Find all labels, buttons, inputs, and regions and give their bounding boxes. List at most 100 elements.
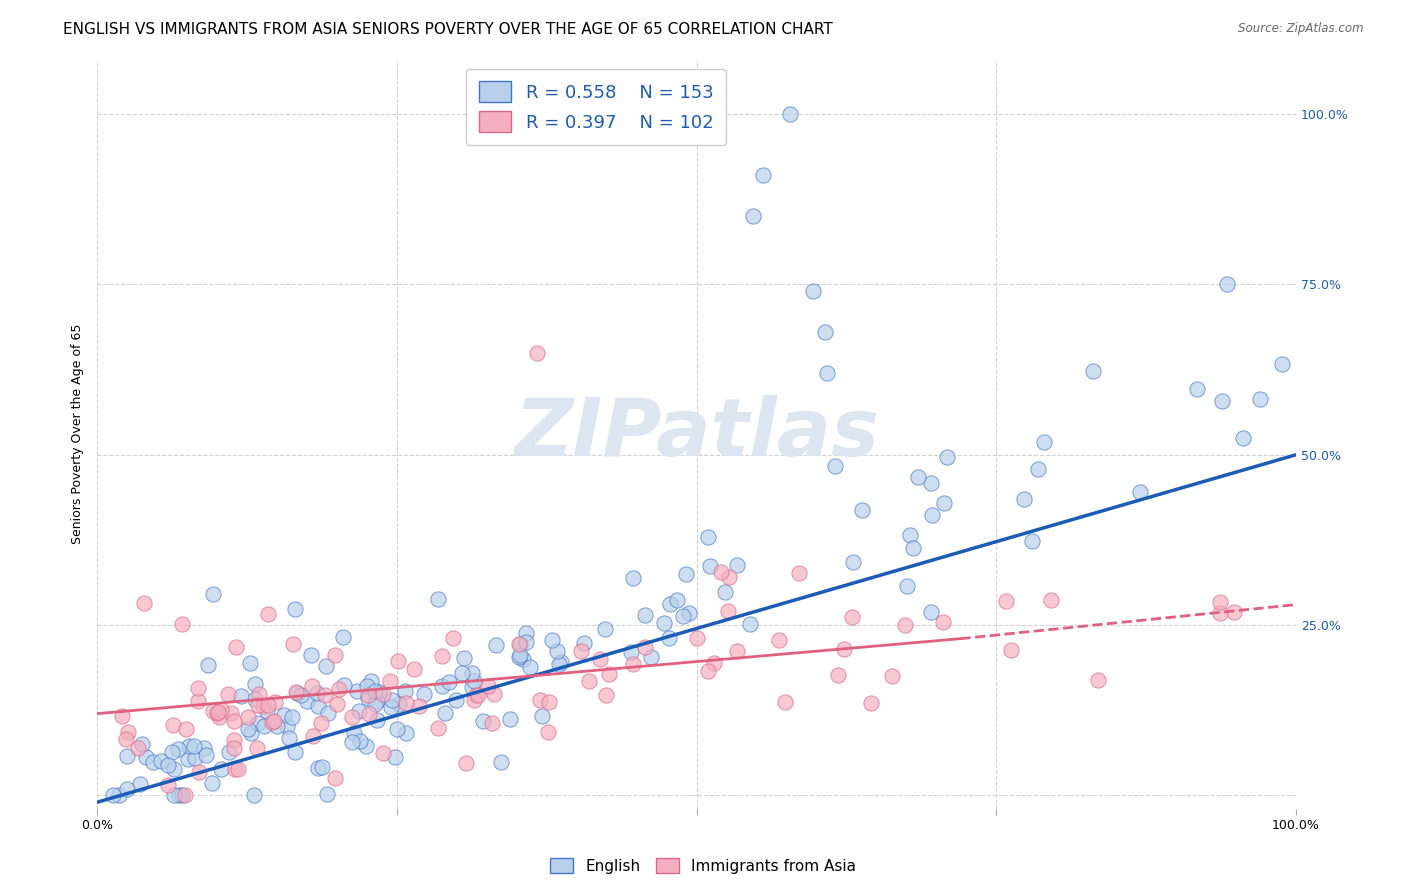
Point: [117, 725, 139, 739]
Point: [471, 714, 494, 729]
Point: [129, 776, 152, 790]
Point: [364, 684, 387, 698]
Legend: English, Immigrants from Asia: English, Immigrants from Asia: [544, 852, 862, 880]
Point: [827, 668, 849, 682]
Point: [226, 762, 249, 776]
Point: [595, 688, 617, 702]
Point: [842, 556, 865, 570]
Point: [243, 692, 266, 706]
Point: [163, 789, 186, 803]
Point: [276, 719, 298, 733]
Point: [529, 693, 551, 707]
Point: [371, 746, 394, 760]
Point: [188, 764, 211, 779]
Point: [900, 527, 922, 541]
Point: [297, 693, 319, 707]
Point: [170, 789, 193, 803]
Point: [209, 703, 232, 717]
Point: [921, 508, 943, 522]
Point: [498, 712, 520, 726]
Point: [218, 745, 240, 759]
Point: [894, 617, 917, 632]
Point: [281, 637, 304, 651]
Point: [217, 687, 239, 701]
Point: [380, 700, 402, 714]
Point: [252, 699, 274, 714]
Point: [205, 706, 228, 720]
Point: [299, 648, 322, 663]
Point: [994, 594, 1017, 608]
Point: [634, 608, 657, 623]
Point: [243, 789, 266, 803]
Point: [463, 693, 485, 707]
Point: [1216, 277, 1239, 292]
Point: [364, 697, 387, 711]
Point: [368, 684, 391, 698]
Point: [512, 652, 534, 666]
Point: [283, 602, 305, 616]
Point: [388, 697, 411, 711]
Point: [540, 632, 562, 647]
Point: [117, 748, 139, 763]
Text: ENGLISH VS IMMIGRANTS FROM ASIA SENIORS POVERTY OVER THE AGE OF 65 CORRELATION C: ENGLISH VS IMMIGRANTS FROM ASIA SENIORS …: [63, 22, 832, 37]
Point: [444, 692, 467, 706]
Point: [240, 726, 263, 740]
Point: [264, 695, 287, 709]
Point: [634, 640, 657, 654]
Point: [531, 709, 554, 723]
Point: [157, 778, 180, 792]
Point: [243, 677, 266, 691]
Point: [427, 721, 450, 735]
Point: [652, 615, 675, 630]
Point: [1185, 382, 1208, 396]
Text: ZIPatlas: ZIPatlas: [515, 395, 879, 474]
Point: [247, 687, 270, 701]
Point: [246, 740, 269, 755]
Point: [1208, 595, 1230, 609]
Point: [281, 710, 304, 724]
Point: [1021, 534, 1043, 549]
Point: [114, 732, 136, 747]
Point: [301, 679, 323, 693]
Point: [225, 640, 247, 654]
Point: [550, 655, 572, 669]
Point: [841, 609, 863, 624]
Point: [920, 605, 942, 619]
Point: [453, 651, 475, 665]
Point: [340, 710, 363, 724]
Point: [325, 697, 347, 711]
Text: Source: ZipAtlas.com: Source: ZipAtlas.com: [1239, 22, 1364, 36]
Point: [675, 567, 697, 582]
Point: [1271, 357, 1294, 371]
Point: [307, 698, 329, 713]
Point: [349, 704, 371, 718]
Point: [316, 706, 339, 721]
Point: [305, 686, 328, 700]
Point: [273, 707, 295, 722]
Point: [173, 789, 195, 803]
Point: [1209, 606, 1232, 620]
Point: [290, 689, 312, 703]
Point: [489, 755, 512, 769]
Point: [117, 781, 139, 796]
Point: [589, 652, 612, 666]
Point: [224, 763, 246, 777]
Point: [201, 776, 224, 790]
Point: [311, 760, 333, 774]
Point: [1081, 363, 1104, 377]
Legend: R = 0.558    N = 153, R = 0.397    N = 102: R = 0.558 N = 153, R = 0.397 N = 102: [465, 69, 725, 145]
Point: [678, 606, 700, 620]
Point: [896, 579, 918, 593]
Point: [620, 645, 643, 659]
Point: [696, 530, 718, 544]
Point: [156, 758, 179, 772]
Point: [260, 714, 283, 729]
Point: [880, 668, 903, 682]
Point: [387, 722, 409, 736]
Point: [1087, 673, 1109, 687]
Point: [127, 740, 149, 755]
Point: [787, 566, 810, 580]
Point: [461, 680, 484, 694]
Point: [247, 698, 270, 713]
Point: [935, 450, 957, 464]
